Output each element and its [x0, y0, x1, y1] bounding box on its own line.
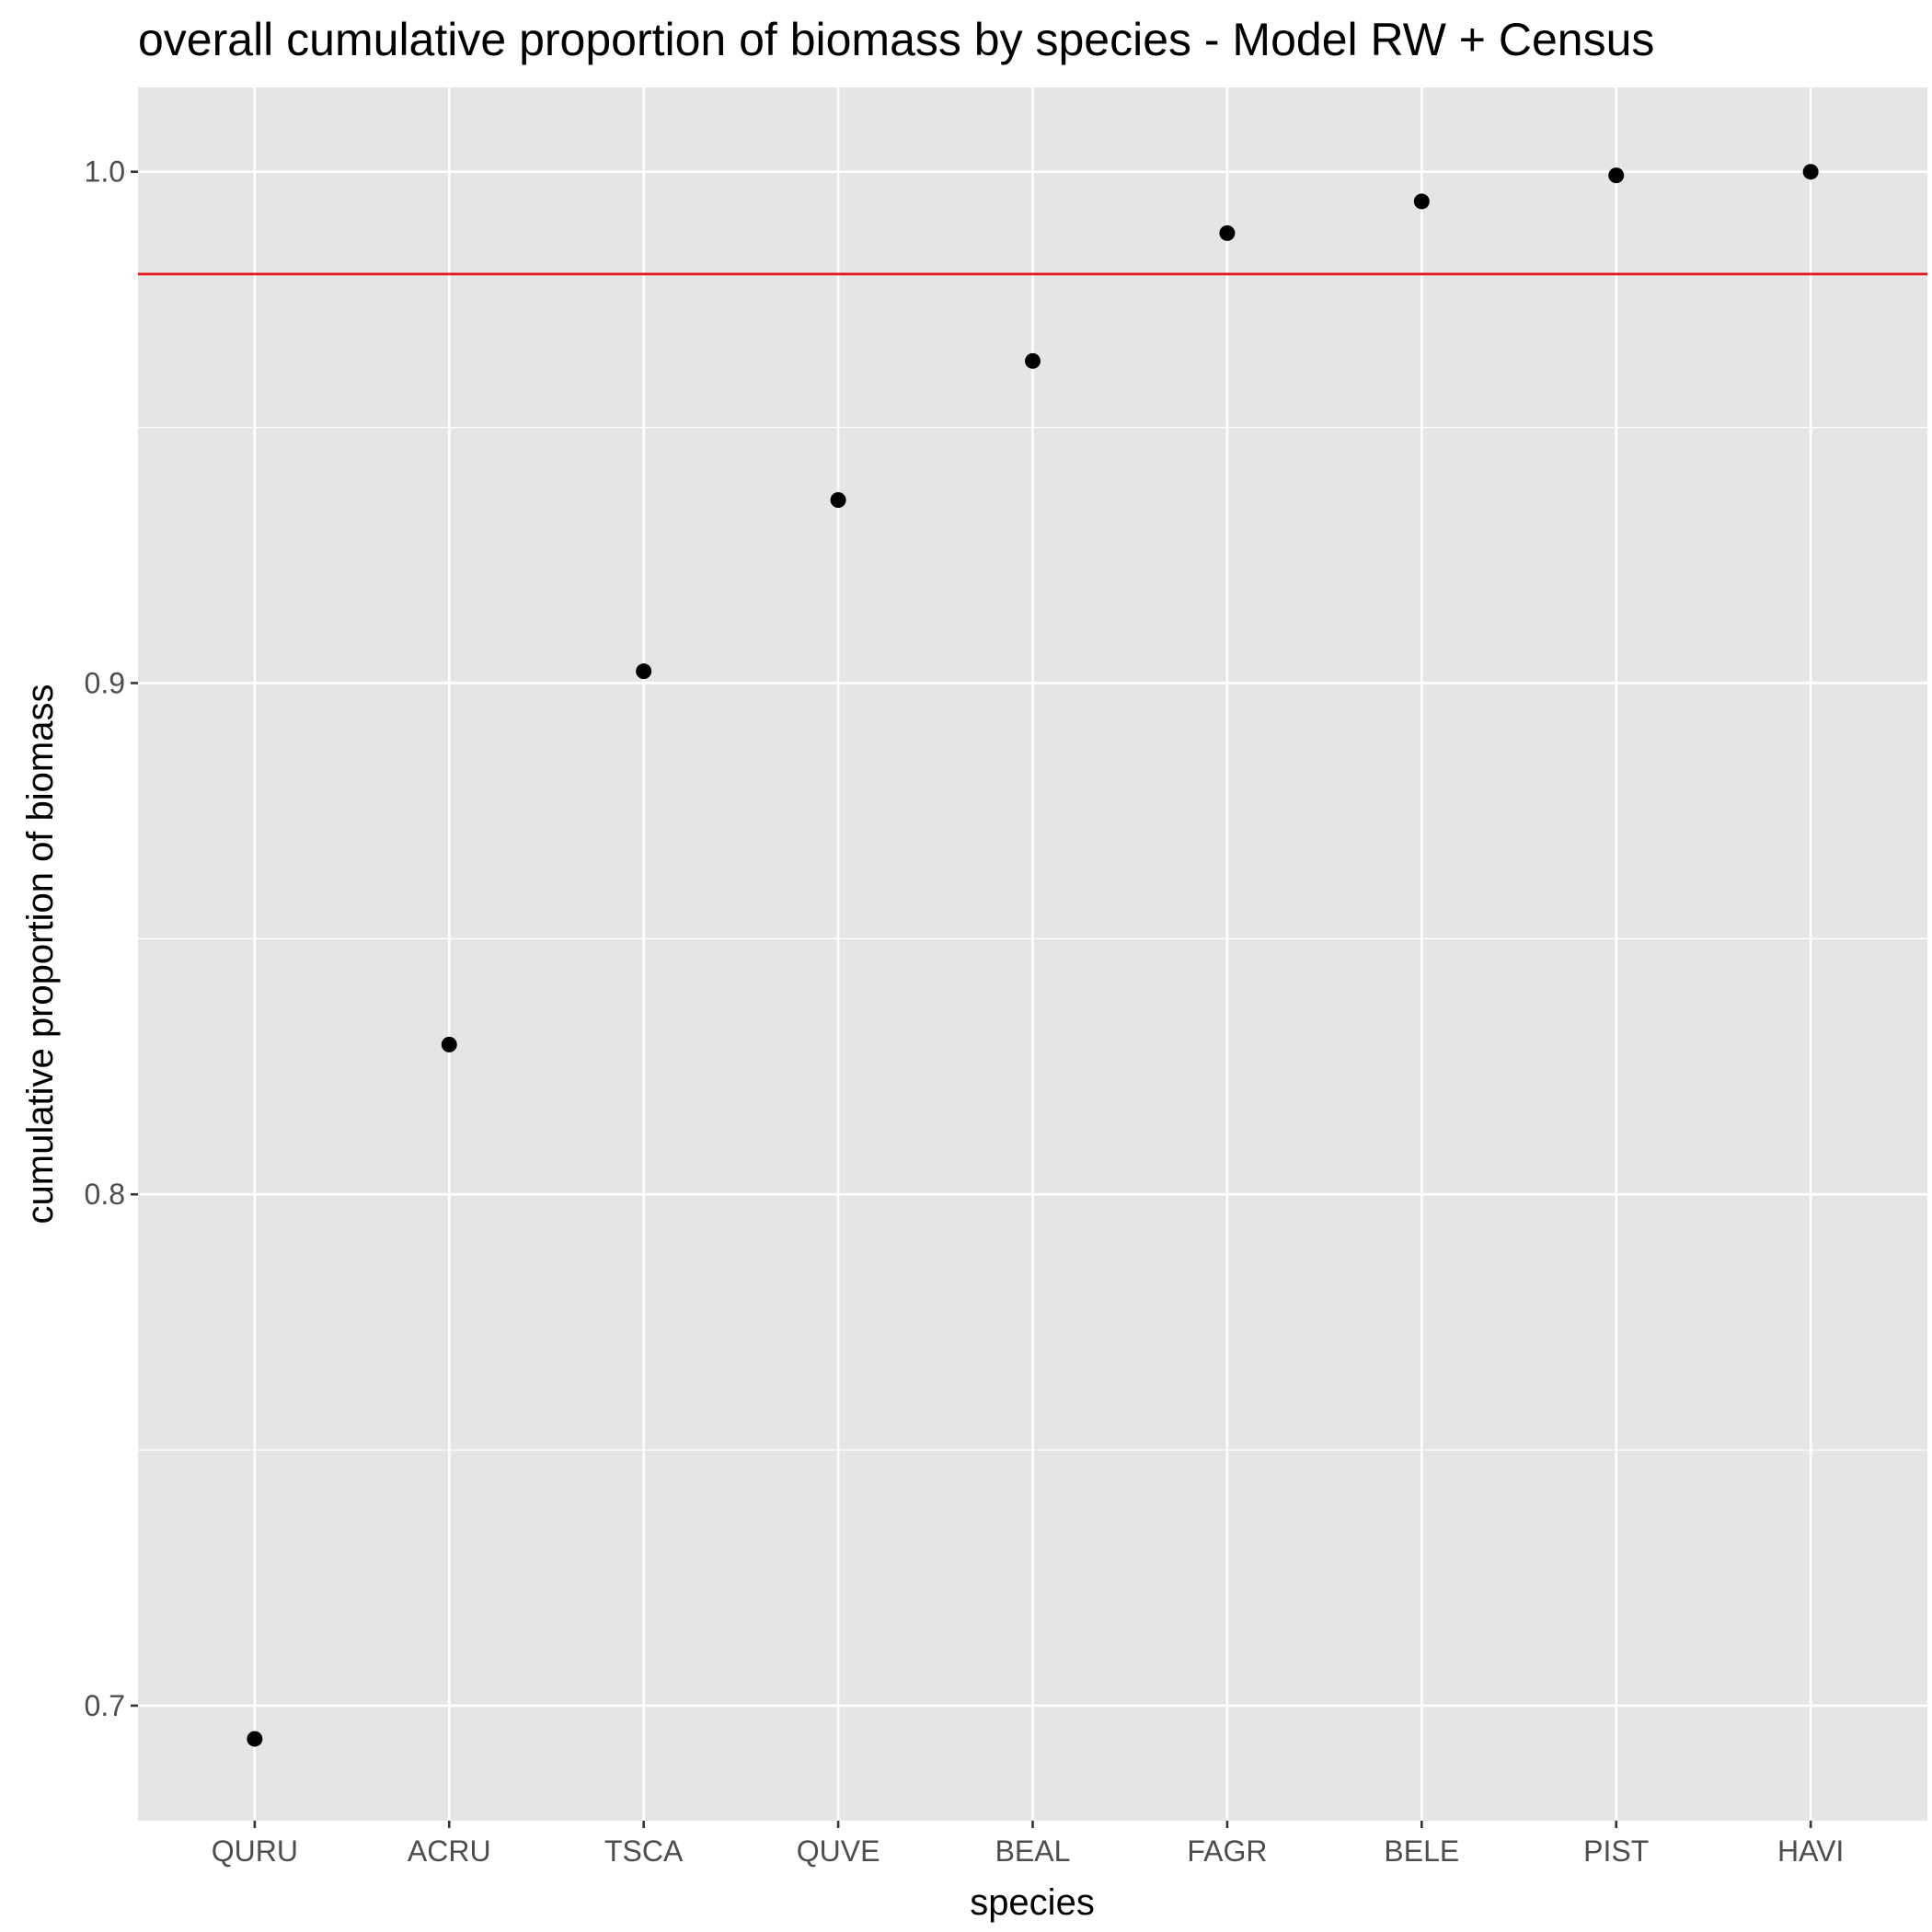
data-point	[1025, 352, 1041, 369]
y-axis-title: cumulative proportion of biomass	[20, 684, 61, 1225]
data-point	[1608, 167, 1625, 184]
major-gridlines	[138, 87, 1927, 1821]
chart-title: overall cumulative proportion of biomass…	[138, 14, 1654, 65]
data-point	[1802, 164, 1819, 180]
data-points	[247, 164, 1819, 1747]
y-tick-label: 0.8	[85, 1178, 125, 1211]
data-point	[247, 1731, 263, 1747]
x-tick-label: BEAL	[995, 1834, 1071, 1868]
y-tick-label: 0.9	[85, 666, 125, 699]
x-axis-title: species	[970, 1882, 1095, 1923]
x-tick-label: PIST	[1583, 1834, 1649, 1868]
data-point	[636, 663, 652, 680]
data-point	[1219, 224, 1236, 241]
x-tick-label: QUVE	[797, 1834, 880, 1868]
x-tick-label: HAVI	[1777, 1834, 1844, 1868]
y-tick-label: 0.7	[85, 1689, 125, 1722]
y-tick-label: 1.0	[85, 155, 125, 189]
x-tick-label: FAGR	[1187, 1834, 1267, 1868]
x-tick-label: QURU	[212, 1834, 298, 1868]
x-tick-label: BELE	[1384, 1834, 1459, 1868]
data-point	[1413, 193, 1430, 210]
x-tick-label: ACRU	[408, 1834, 491, 1868]
x-tick-label: TSCA	[604, 1834, 684, 1868]
y-axis-ticks: 0.7 0.8 0.9 1.0	[85, 155, 138, 1722]
x-axis-ticks: QURU ACRU TSCA QUVE BEAL FAGR BELE PIST HAVI	[212, 1821, 1844, 1868]
data-point	[830, 491, 846, 508]
data-point	[441, 1036, 457, 1052]
